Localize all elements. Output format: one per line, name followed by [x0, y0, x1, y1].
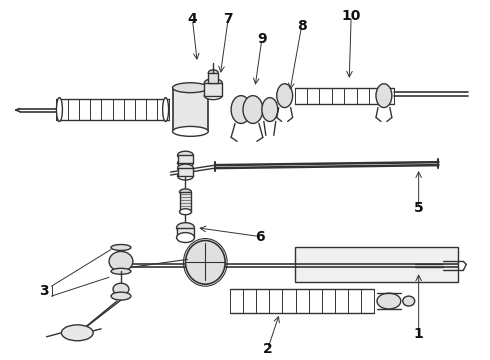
Ellipse shape — [204, 92, 222, 100]
Ellipse shape — [377, 293, 401, 309]
Ellipse shape — [185, 240, 225, 284]
Text: 10: 10 — [342, 9, 361, 23]
Bar — [204, 83, 222, 96]
Ellipse shape — [111, 244, 131, 251]
Ellipse shape — [163, 98, 169, 121]
Ellipse shape — [208, 70, 218, 76]
Ellipse shape — [231, 96, 251, 123]
Ellipse shape — [403, 296, 415, 306]
Ellipse shape — [177, 151, 194, 159]
Bar — [172, 88, 208, 131]
Ellipse shape — [56, 98, 62, 121]
Ellipse shape — [262, 98, 278, 121]
Text: 1: 1 — [414, 327, 423, 341]
Ellipse shape — [277, 84, 293, 108]
Ellipse shape — [177, 159, 194, 167]
Ellipse shape — [111, 292, 131, 300]
Text: 3: 3 — [39, 284, 49, 298]
Text: 4: 4 — [188, 12, 197, 26]
Ellipse shape — [376, 84, 392, 108]
Ellipse shape — [176, 223, 195, 233]
Text: 6: 6 — [255, 230, 265, 244]
Text: 2: 2 — [263, 342, 273, 356]
Bar — [179, 192, 192, 212]
Text: 5: 5 — [414, 201, 423, 215]
Ellipse shape — [61, 325, 93, 341]
Text: 8: 8 — [296, 19, 306, 33]
Ellipse shape — [179, 209, 192, 215]
Ellipse shape — [177, 172, 194, 180]
Bar — [177, 168, 194, 176]
Text: 7: 7 — [223, 12, 233, 26]
Bar — [208, 73, 218, 83]
Ellipse shape — [113, 283, 129, 295]
Ellipse shape — [177, 164, 194, 172]
Ellipse shape — [111, 268, 131, 274]
Ellipse shape — [172, 83, 208, 93]
Bar — [176, 228, 195, 238]
Ellipse shape — [179, 189, 192, 195]
Ellipse shape — [204, 79, 222, 87]
Ellipse shape — [172, 126, 208, 136]
Bar — [294, 247, 458, 282]
Ellipse shape — [109, 251, 133, 271]
Bar — [177, 155, 194, 163]
Ellipse shape — [176, 233, 195, 243]
Text: 9: 9 — [257, 32, 267, 46]
Ellipse shape — [243, 96, 263, 123]
